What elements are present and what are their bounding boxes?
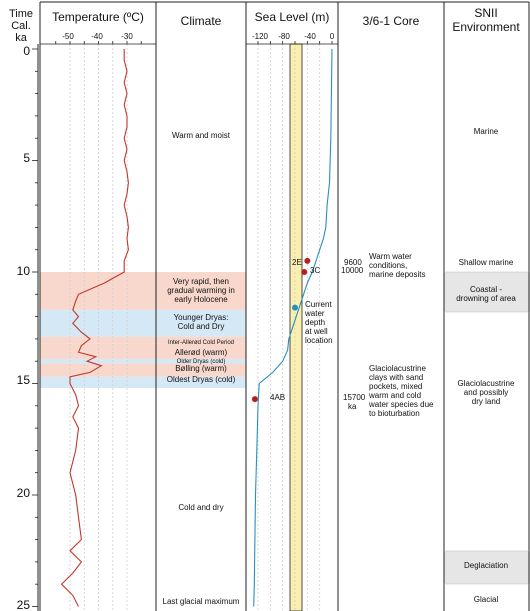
band-4 xyxy=(40,358,246,364)
core-glacio-line1: Glaciolacustrine xyxy=(369,364,426,373)
climate-inter-allerod: Inter-Allerød Cold Period xyxy=(167,340,235,346)
climate-lgm: Last glacial maximum xyxy=(162,597,240,606)
temp-tick-minus40: -40 xyxy=(91,32,103,41)
sea-annotation-line3: depth xyxy=(305,318,326,327)
climate-rapid-line2: gradual warming in xyxy=(167,286,235,295)
climate-allerod: Allerød (warm) xyxy=(174,348,228,357)
time-tick-0: 0 xyxy=(23,44,30,58)
sea-tick-minus80: -80 xyxy=(278,32,290,41)
header-sea-level: Sea Level (m) xyxy=(254,10,330,24)
current-well-point xyxy=(292,304,298,311)
sea-annotation-line5: location xyxy=(305,336,333,345)
climate-rapid-line1: Very rapid, then xyxy=(172,277,230,286)
temperature-curve xyxy=(60,49,129,607)
band-6 xyxy=(40,376,246,388)
header-temperature: Temperature (ºC) xyxy=(52,10,144,24)
sea-point-3c xyxy=(301,269,308,275)
climate-warm-moist: Warm and moist xyxy=(172,131,230,140)
sea-annotation-line4: at well xyxy=(305,327,328,336)
core-age-15700: 15700 xyxy=(343,393,366,402)
sea-point-label-2e: 2E xyxy=(292,258,302,267)
core-glacio-line6: to bioturbation xyxy=(369,409,420,418)
core-glacio-line2: clays with sand xyxy=(369,373,424,382)
temp-tick-minus50: -50 xyxy=(62,32,74,41)
climate-older-dryas: Older Dryas (cold) xyxy=(176,359,226,365)
time-tick-5: 5 xyxy=(23,151,30,165)
core-glacio-line5: water species due xyxy=(369,400,434,409)
band-5 xyxy=(40,363,246,377)
sea-tick-minus40: -40 xyxy=(304,32,316,41)
header-core: 3/6-1 Core xyxy=(362,14,420,28)
header-time: Time Cal. ka xyxy=(8,8,34,44)
env-deglaciation-shade xyxy=(444,551,530,584)
env-glacio-line3: dry land xyxy=(471,397,501,406)
core-glacio-line3: pockets, mixed xyxy=(369,382,423,391)
env-deglaciation: Deglaciation xyxy=(463,561,509,570)
climate-bolling: Bølling (warm) xyxy=(175,364,227,373)
sea-point-label-3c: 3C xyxy=(310,266,321,275)
sea-level-curve xyxy=(253,48,333,607)
env-glacio-line1: Glaciolacustrine xyxy=(457,379,515,388)
time-tick-10: 10 xyxy=(16,264,30,278)
core-warm-line3: marine deposits xyxy=(369,270,426,279)
climate-cold-dry: Cold and dry xyxy=(178,503,224,512)
env-glacio-line2: and possibly xyxy=(463,388,509,397)
band-2 xyxy=(40,336,246,344)
env-marine: Marine xyxy=(473,127,499,136)
env-shallow-marine: Shallow marine xyxy=(458,258,514,267)
sea-point-label-4ab: 4AB xyxy=(270,393,286,402)
header-environment: SNII Environment xyxy=(452,6,520,34)
climate-oldest-dryas: Oldest Dryas (cold) xyxy=(166,375,236,384)
core-warm-line2: conditions, xyxy=(369,261,408,270)
core-warm-line1: Warm water xyxy=(369,252,412,261)
core-age-9600: 9600 xyxy=(344,258,362,267)
core-age-10000: 10000 xyxy=(341,266,364,275)
time-tick-15: 15 xyxy=(16,373,30,387)
sea-annotation-line2: water xyxy=(305,309,325,318)
climate-rapid-line3: early Holocene xyxy=(174,295,228,304)
time-tick-20: 20 xyxy=(16,486,30,500)
env-coastal-line1: Coastal - xyxy=(469,285,502,294)
temp-tick-minus30: -30 xyxy=(121,32,133,41)
core-age-ka: ka xyxy=(348,402,357,411)
time-tick-25: 25 xyxy=(16,598,30,611)
env-coastal-shade xyxy=(444,272,530,312)
header-climate: Climate xyxy=(180,14,222,28)
sea-tick-minus120: -120 xyxy=(251,32,268,41)
band-1 xyxy=(40,309,246,337)
sea-annotation-line1: Current xyxy=(305,300,332,309)
env-coastal-line2: drowning of area xyxy=(456,294,516,303)
climate-younger-dryas-line2: Cold and Dry xyxy=(177,322,225,331)
sea-tick-0: 0 xyxy=(329,32,335,41)
current-depth-band xyxy=(289,43,303,611)
climate-younger-dryas-line1: Younger Dryas: xyxy=(173,313,229,322)
core-glacio-line4: warm and cold xyxy=(369,391,422,400)
sea-point-4ab xyxy=(251,396,258,403)
sea-point-2e xyxy=(304,257,311,264)
env-glacial: Glacial xyxy=(473,595,499,604)
